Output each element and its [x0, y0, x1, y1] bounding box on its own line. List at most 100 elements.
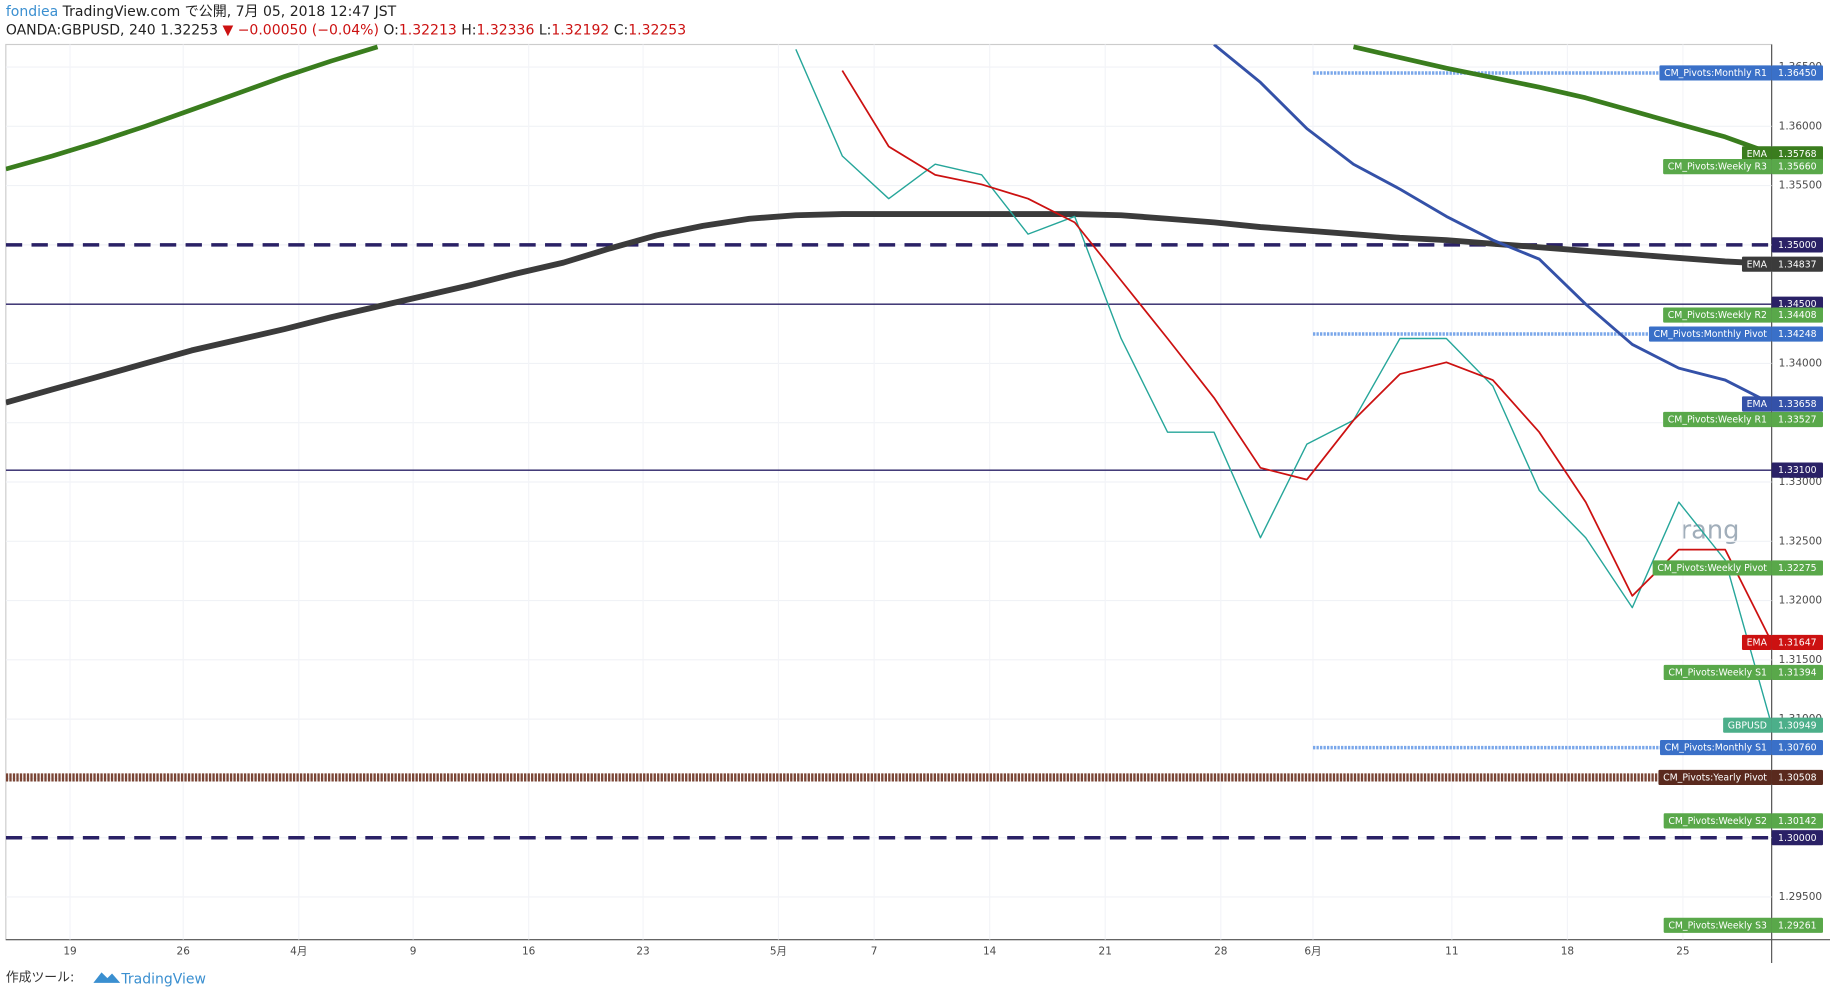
low: 1.32192 [551, 22, 609, 38]
y-tick-label: 1.29500 [1779, 891, 1822, 903]
price-tag-value: 1.30760 [1778, 743, 1817, 754]
x-tick-label: 26 [177, 945, 191, 957]
y-tick-label: 1.32000 [1779, 595, 1822, 607]
h-label: H: [461, 22, 476, 38]
series-line [841, 70, 1772, 643]
x-tick-label: 4月 [290, 945, 307, 957]
x-tick-label: 16 [522, 945, 536, 957]
x-tick-label: 5月 [770, 945, 787, 957]
price-tag-box [1771, 256, 1823, 272]
price-tag-name: CM_Pivots:Weekly S2 [1668, 816, 1767, 827]
price-tag-name-box [1741, 634, 1772, 651]
price-tag-name-box [1723, 717, 1772, 733]
author[interactable]: fondiea [6, 4, 58, 20]
series-line [5, 44, 1772, 172]
price-tag-box [1771, 462, 1823, 478]
price-tag-box [1771, 159, 1823, 175]
x-tick-label: 25 [1676, 945, 1689, 957]
price-tag-name-box [1741, 396, 1772, 412]
price-tag-value: 1.30000 [1778, 833, 1817, 844]
price-tag-value: 1.30142 [1778, 816, 1817, 827]
price-tag-value: 1.34500 [1778, 299, 1817, 310]
footer-made-with: 作成ツール: [6, 971, 74, 986]
price-tag-name-box [1648, 326, 1772, 342]
price-tag-box [1771, 396, 1823, 412]
brand-logo [93, 972, 121, 983]
price-tag-name-box [1658, 769, 1772, 786]
header-line-2: OANDA:GBPUSD, 240 1.32253 ▼ −0.00050 (−0… [6, 22, 686, 38]
price-tag-name: CM_Pivots:Monthly R1 [1664, 68, 1767, 79]
price-tag-box [1771, 634, 1823, 651]
price-tag-value: 1.29261 [1778, 920, 1817, 931]
price-tag-value: 1.33527 [1778, 415, 1817, 426]
price-tag-name: EMA [1747, 149, 1768, 160]
price-tag-box [1771, 664, 1823, 681]
price-tag-value: 1.30508 [1778, 773, 1817, 784]
price-tag-name: CM_Pivots:Yearly Pivot [1663, 773, 1767, 784]
price-tag-value: 1.33100 [1778, 465, 1817, 476]
price-tag-value: 1.31647 [1778, 638, 1817, 649]
symbol: OANDA:GBPUSD, 240 [6, 22, 156, 38]
last: 1.32253 [160, 22, 218, 38]
price-tag-box [1771, 560, 1823, 576]
series-line [1213, 44, 1772, 406]
price-tag-name-box [1659, 65, 1772, 81]
x-tick-label: 21 [1099, 945, 1112, 957]
footer-brand[interactable]: TradingView [120, 971, 206, 987]
price-tag-name: CM_Pivots:Monthly S1 [1665, 743, 1767, 754]
price-tag-value: 1.35000 [1778, 240, 1817, 251]
price-tag-name-box [1741, 256, 1772, 272]
price-tag-name: EMA [1747, 638, 1768, 649]
y-tick-label: 1.36000 [1779, 120, 1822, 132]
x-tick-label: 19 [63, 945, 76, 957]
header-line-1: fondiea TradingView.com で公開, 7月 05, 2018… [6, 4, 397, 20]
price-tag-value: 1.30949 [1778, 720, 1817, 731]
price-tag-name: EMA [1747, 259, 1768, 270]
x-tick-label: 11 [1445, 945, 1458, 957]
price-tag-box [1771, 65, 1823, 81]
price-tag-box [1771, 411, 1823, 428]
price-tag-value: 1.32275 [1778, 563, 1817, 574]
x-tick-label: 6月 [1304, 945, 1321, 957]
price-tag-name-box [1663, 307, 1772, 323]
x-tick-label: 14 [983, 945, 997, 957]
price-tag-value: 1.36450 [1778, 68, 1817, 79]
x-tick-label: 9 [410, 945, 417, 957]
high: 1.32336 [476, 22, 534, 38]
price-tag-value: 1.35660 [1778, 162, 1817, 173]
price-tag-box [1771, 237, 1823, 253]
price-tag-name-box [1663, 411, 1772, 428]
price-tag-name-box [1652, 560, 1772, 576]
y-tick-label: 1.32500 [1779, 535, 1822, 547]
close: 1.32253 [628, 22, 686, 38]
price-tag-box [1771, 917, 1823, 933]
price-tag-name-box [1663, 813, 1772, 829]
x-tick-label: 28 [1214, 945, 1227, 957]
y-tick-label: 1.35500 [1779, 180, 1822, 192]
price-tag-box [1771, 740, 1823, 756]
published: TradingView.com で公開, 7月 05, 2018 12:47 J… [62, 4, 397, 20]
x-tick-label: 23 [636, 945, 649, 957]
change: ▼ −0.00050 (−0.04%) [222, 22, 378, 38]
price-tag-value: 1.34837 [1778, 259, 1817, 270]
price-tag-box [1771, 326, 1823, 342]
price-tag-name: CM_Pivots:Weekly R3 [1668, 162, 1767, 173]
price-tag-name-box [1663, 159, 1772, 175]
y-tick-label: 1.31500 [1779, 654, 1822, 666]
series-line [5, 211, 1772, 406]
price-tag-value: 1.34408 [1778, 310, 1817, 321]
price-tag-box [1771, 830, 1823, 846]
price-tag-name: CM_Pivots:Weekly S1 [1668, 668, 1767, 679]
series-line [795, 49, 1772, 726]
price-tag-value: 1.34248 [1778, 329, 1817, 340]
price-tag-name-box [1663, 917, 1772, 933]
price-tag-name: EMA [1747, 399, 1768, 410]
price-tag-name: CM_Pivots:Monthly Pivot [1654, 329, 1768, 340]
c-label: C: [614, 22, 629, 38]
price-tag-name-box [1660, 740, 1772, 756]
price-tag-name: GBPUSD [1728, 720, 1767, 731]
price-tag-name: CM_Pivots:Weekly Pivot [1657, 563, 1767, 574]
price-tag-name-box [1663, 664, 1772, 681]
price-tag-box [1771, 813, 1823, 829]
